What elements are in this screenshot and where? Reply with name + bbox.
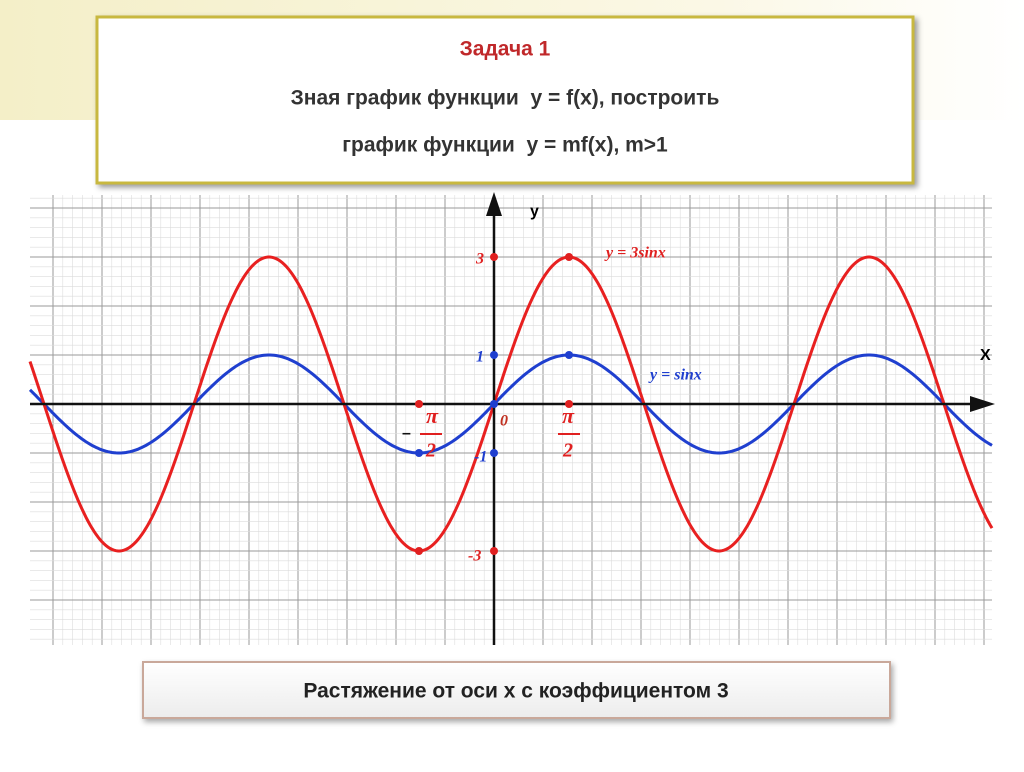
curve-label: y = sinx: [648, 367, 702, 384]
point: [415, 400, 423, 408]
tick-label: -3: [468, 548, 481, 565]
tick-label: 1: [476, 349, 484, 366]
scaled-sine-curve: [28, 255, 994, 553]
axis-label: y: [530, 203, 539, 220]
point: [490, 253, 498, 261]
tick-label: 3: [475, 251, 484, 268]
point: [565, 253, 573, 261]
footer-box: [142, 661, 891, 719]
task-text: график функции y = mf(x), m>1: [342, 134, 668, 157]
footer-text: Растяжение от оси x с коэффициентом 3: [303, 680, 728, 703]
tick-label: -1: [474, 449, 487, 466]
point: [490, 449, 498, 457]
axis-label: X: [980, 347, 991, 364]
arrow: [486, 192, 502, 216]
point: [565, 400, 573, 408]
fraction: 2: [425, 440, 436, 462]
point: [490, 547, 498, 555]
task-title: Задача 1: [460, 38, 551, 61]
tick-label: 0: [500, 413, 508, 430]
curves: [28, 255, 994, 553]
fraction: –: [402, 425, 411, 442]
point: [415, 547, 423, 555]
arrow: [970, 396, 995, 412]
fraction: π: [562, 403, 575, 428]
point: [490, 351, 498, 359]
points: [415, 253, 573, 555]
grid: [30, 195, 992, 645]
title-box: [95, 15, 915, 185]
point: [490, 400, 498, 408]
task-text: Зная график функции y = f(x), построить: [291, 87, 720, 110]
curve-label: y = 3sinx: [604, 245, 666, 262]
fraction: π: [426, 403, 439, 428]
fraction: 2: [562, 440, 573, 462]
point: [415, 449, 423, 457]
sine-curve: [28, 353, 993, 455]
point: [565, 351, 573, 359]
